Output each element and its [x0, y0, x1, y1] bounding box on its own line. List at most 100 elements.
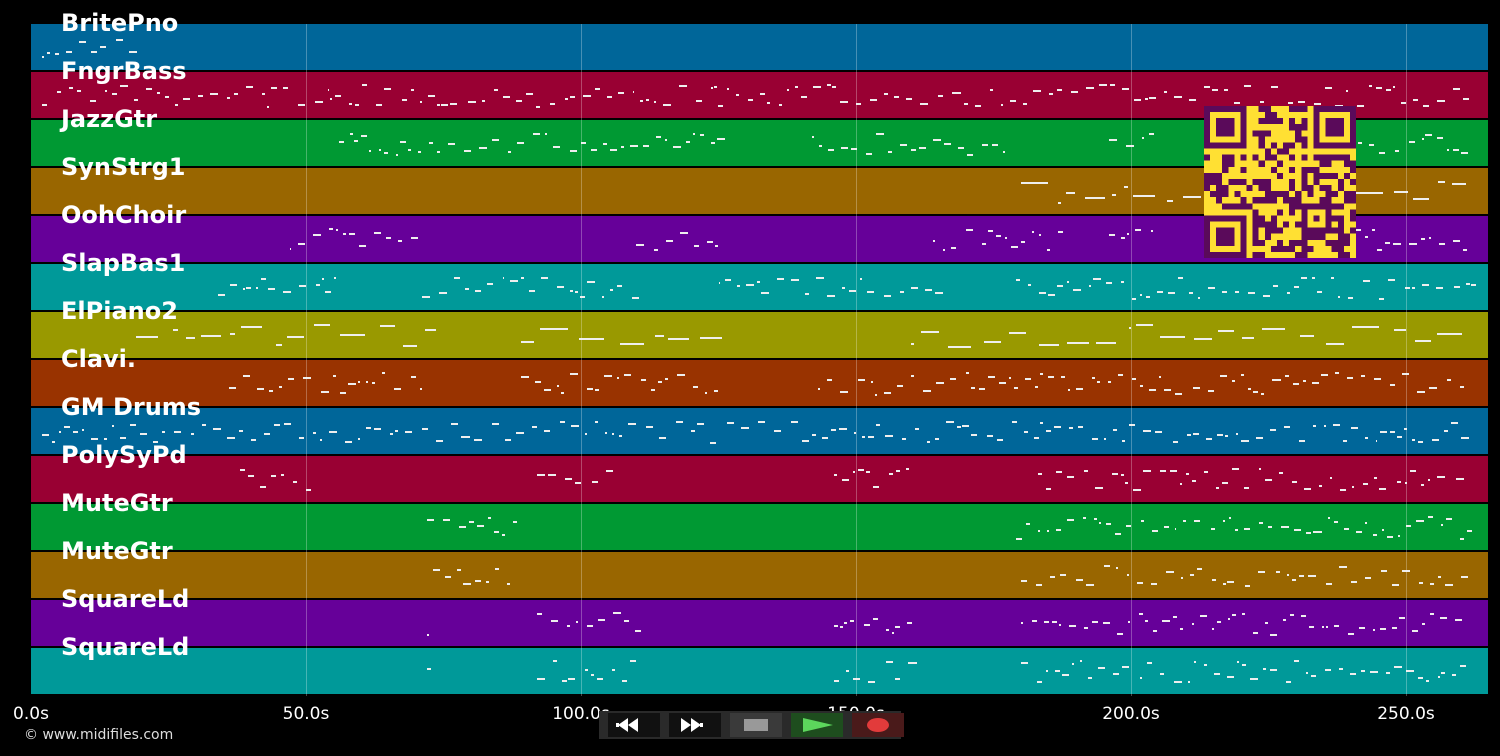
midi-note — [883, 294, 892, 297]
midi-note — [867, 681, 876, 684]
midi-note — [1432, 438, 1439, 441]
midi-note — [312, 432, 317, 435]
midi-note — [1145, 97, 1148, 100]
midi-note — [1172, 441, 1178, 444]
midi-note — [408, 148, 412, 151]
midi-note — [1235, 528, 1238, 531]
midi-note — [1033, 437, 1039, 440]
midi-note — [488, 516, 491, 519]
midi-note — [822, 436, 828, 439]
midi-note — [663, 104, 672, 107]
midi-note — [1105, 282, 1112, 285]
midi-note — [1125, 144, 1134, 147]
midi-note — [390, 432, 394, 435]
midi-note — [1179, 482, 1182, 485]
midi-note — [605, 432, 608, 434]
midi-note — [201, 335, 221, 338]
midi-note — [549, 103, 556, 106]
midi-note — [1308, 575, 1317, 578]
midi-note — [866, 471, 871, 474]
midi-note — [400, 141, 407, 144]
midi-note — [1293, 660, 1300, 663]
midi-note — [901, 437, 907, 440]
record-button[interactable] — [852, 713, 904, 737]
fast-forward-icon — [681, 718, 703, 732]
midi-note — [257, 387, 265, 390]
midi-note — [1092, 620, 1098, 623]
midi-note — [1418, 440, 1424, 443]
midi-note — [441, 103, 448, 106]
track-label: GM Drums — [61, 393, 202, 421]
midi-note — [827, 149, 835, 152]
midi-note — [91, 51, 98, 54]
midi-note — [99, 46, 107, 49]
rewind-button[interactable] — [608, 713, 660, 737]
midi-note — [1031, 620, 1037, 623]
midi-note — [632, 90, 635, 93]
midi-note — [911, 342, 915, 345]
midi-note — [1217, 620, 1221, 623]
midi-note — [437, 104, 440, 107]
midi-note — [1392, 242, 1401, 245]
midi-note — [1221, 291, 1227, 294]
stop-button[interactable] — [730, 713, 782, 737]
midi-note — [1183, 195, 1202, 198]
midi-note — [432, 568, 441, 571]
midi-note — [1351, 426, 1358, 429]
midi-note — [513, 520, 517, 523]
midi-note — [696, 423, 705, 426]
midi-note — [1116, 566, 1119, 569]
midi-note — [227, 437, 235, 440]
midi-note — [1082, 517, 1087, 520]
midi-note — [1346, 377, 1353, 380]
grid-line — [581, 24, 582, 696]
midi-note — [710, 142, 716, 145]
midi-note — [119, 437, 126, 440]
midi-note — [120, 85, 129, 88]
midi-note — [1071, 91, 1079, 94]
midi-note — [965, 229, 974, 232]
midi-note — [1015, 537, 1022, 540]
fast-forward-button[interactable] — [669, 713, 721, 737]
midi-note — [1076, 578, 1083, 581]
play-button[interactable] — [791, 713, 843, 737]
midi-note — [979, 387, 986, 390]
midi-note — [801, 439, 810, 442]
midi-note — [1380, 570, 1387, 573]
midi-note — [1284, 375, 1290, 378]
midi-note — [864, 623, 870, 626]
midi-note — [692, 133, 696, 136]
track-lane — [31, 408, 1488, 454]
midi-note — [532, 426, 538, 429]
midi-note — [463, 582, 471, 585]
midi-note — [1285, 681, 1291, 684]
midi-note — [1222, 520, 1225, 523]
midi-note — [540, 328, 568, 331]
midi-note — [357, 438, 361, 440]
midi-note — [1331, 277, 1335, 280]
midi-note — [1180, 576, 1183, 579]
midi-note — [591, 148, 597, 151]
midi-note — [876, 423, 881, 426]
midi-note — [853, 431, 857, 434]
midi-note — [857, 469, 865, 472]
midi-note — [1321, 625, 1325, 628]
midi-note — [1412, 439, 1415, 442]
midi-note — [427, 519, 434, 522]
midi-note — [1293, 286, 1299, 289]
midi-note — [1174, 680, 1182, 683]
midi-note — [1402, 373, 1409, 376]
midi-note — [910, 149, 916, 152]
midi-note — [726, 422, 734, 425]
midi-note — [1359, 627, 1365, 630]
midi-note — [1197, 568, 1203, 571]
midi-note — [925, 288, 932, 291]
midi-note — [1465, 282, 1470, 285]
midi-note — [1446, 148, 1450, 151]
midi-note — [1332, 423, 1341, 426]
midi-note — [486, 581, 490, 584]
midi-note — [358, 381, 361, 384]
midi-note — [1153, 630, 1157, 633]
midi-note — [1397, 435, 1403, 438]
midi-note — [586, 387, 593, 390]
